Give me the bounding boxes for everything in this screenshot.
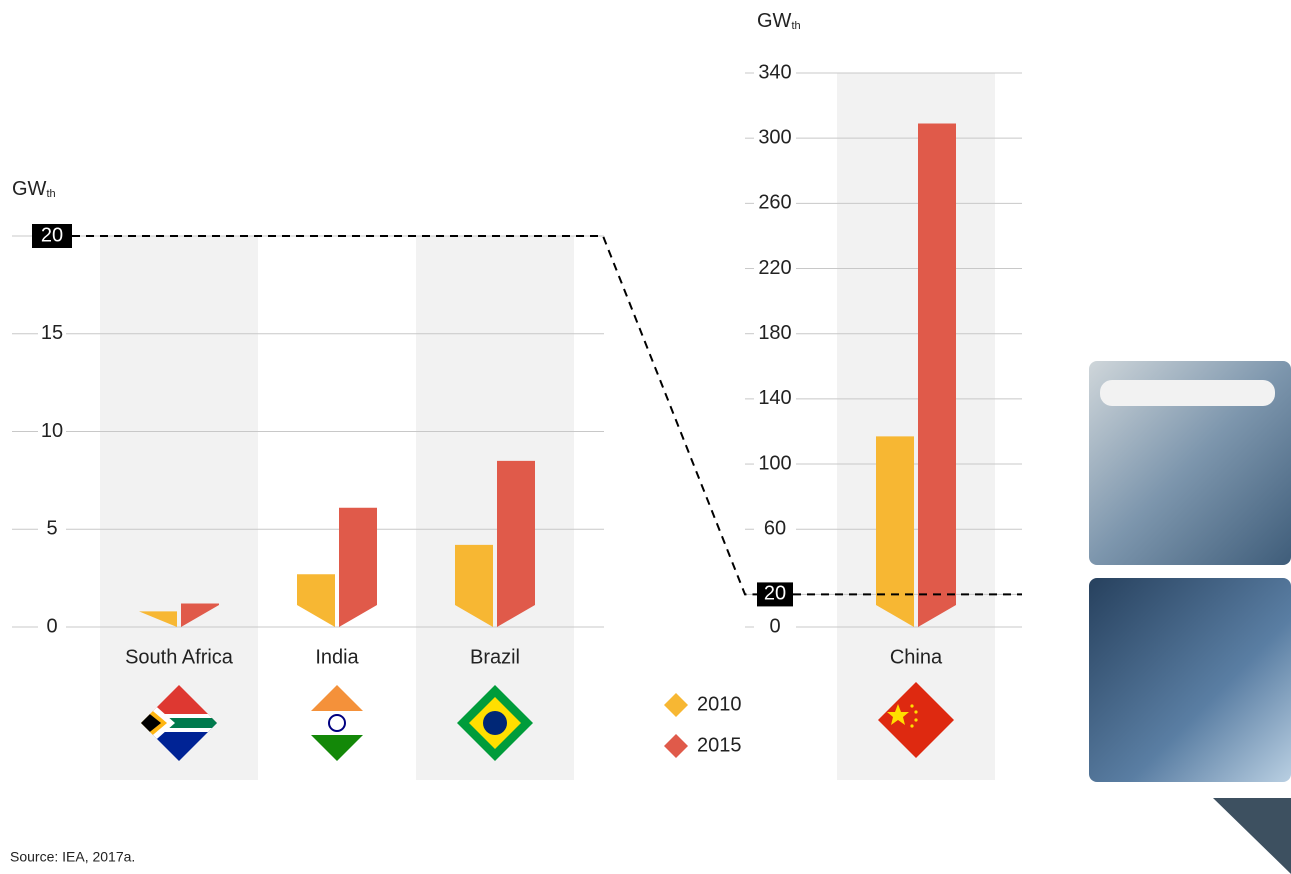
y-axis-label: GWth (12, 178, 56, 200)
y-tick-label: 5 (46, 518, 57, 540)
y-tick-label: 60 (764, 518, 786, 540)
y-label-main: GW (12, 178, 47, 200)
y-tick-label: 100 (758, 452, 791, 474)
y-tick-label: 260 (758, 192, 791, 214)
y-tick-label: 20 (764, 583, 786, 605)
photo-tubes (1089, 578, 1291, 782)
photo-tank (1100, 380, 1275, 406)
x-tick-label: South Africa (125, 646, 234, 668)
legend-label: 2015 (697, 734, 742, 756)
bar (297, 574, 335, 627)
y-tick-label: 180 (758, 322, 791, 344)
legend-label: 2010 (697, 693, 742, 715)
y-tick-label: 20 (41, 224, 63, 246)
source-note: Source: IEA, 2017a. (10, 849, 135, 865)
x-tick-label: India (315, 646, 359, 668)
y-axis-label: GWth (757, 10, 801, 32)
bar (876, 436, 914, 627)
bands (100, 73, 995, 780)
tick-highlight (32, 224, 72, 248)
bar (497, 460, 535, 627)
y-tick-label: 220 (758, 257, 791, 279)
y-label-sub: th (791, 20, 800, 32)
bar (455, 544, 493, 627)
y-tick-label: 340 (758, 61, 791, 83)
y-label-sub: th (46, 188, 55, 200)
bar (339, 507, 377, 627)
y-tick-label: 0 (46, 615, 57, 637)
y-tick-label: 300 (758, 126, 791, 148)
y-label-main: GW (757, 10, 792, 32)
y-tick-label: 140 (758, 387, 791, 409)
corner-triangle (1213, 798, 1291, 874)
x-tick-label: China (890, 646, 943, 668)
bar (918, 123, 956, 627)
y-tick-label: 10 (41, 420, 63, 442)
category-band (837, 73, 995, 780)
y-tick-label: 0 (769, 615, 780, 637)
y-tick-label: 15 (41, 322, 63, 344)
legend-marker (664, 734, 688, 758)
legend-marker (664, 693, 688, 717)
flag-india (299, 685, 375, 761)
photo-collector (1089, 361, 1291, 565)
x-tick-label: Brazil (470, 646, 520, 668)
bar (139, 611, 177, 627)
bar (181, 603, 219, 627)
tick-highlight (757, 582, 793, 607)
